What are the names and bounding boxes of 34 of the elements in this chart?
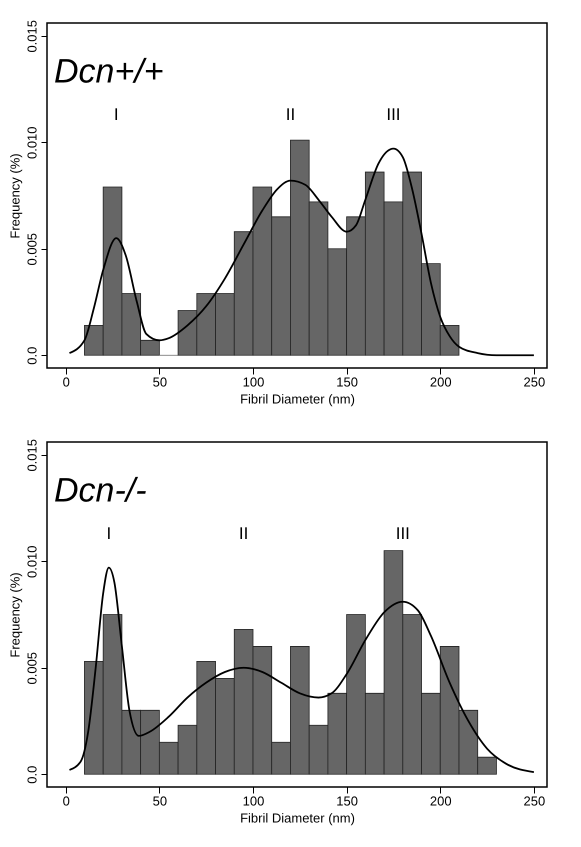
- y-tick-label: 0.015: [24, 20, 40, 53]
- x-tick-label: 150: [336, 374, 358, 390]
- x-tick-label: 100: [242, 794, 264, 808]
- y-axis-title: Frequency (%): [8, 572, 22, 658]
- y-tick-label: 0.0: [24, 346, 40, 365]
- y-tick-label: 0.015: [24, 439, 40, 472]
- x-tick-label: 50: [152, 794, 168, 808]
- x-tick-label: 150: [336, 794, 358, 808]
- x-tick-label: 200: [430, 794, 452, 808]
- x-axis-title: Fibril Diameter (nm): [240, 810, 355, 826]
- annotation: III: [386, 105, 401, 124]
- y-tick-label: 0.010: [24, 545, 40, 578]
- x-tick-label: 250: [524, 794, 546, 808]
- x-tick-label: 100: [242, 374, 264, 390]
- y-tick-label: 0.010: [24, 126, 40, 160]
- x-tick-label: 0: [62, 794, 70, 808]
- annotation: I: [114, 105, 119, 124]
- annotation: III: [396, 524, 410, 543]
- y-tick-label: 0.005: [24, 232, 40, 266]
- line-series: [68, 148, 535, 356]
- text: Dcn-/-: [54, 472, 147, 510]
- x-tick-label: 50: [152, 374, 168, 390]
- y-axis-title: Frequency (%): [8, 153, 22, 239]
- annotation: I: [106, 524, 112, 543]
- line-series: [68, 566, 535, 773]
- y-tick-label: 0.0: [24, 766, 40, 784]
- x-tick-label: 200: [430, 374, 452, 390]
- x-axis-title: Fibril Diameter (nm): [240, 392, 355, 406]
- x-tick-label: 0: [62, 374, 70, 390]
- annotation: II: [238, 524, 248, 543]
- annotation: II: [286, 105, 296, 124]
- y-tick-label: 0.005: [24, 652, 40, 685]
- text: Dcn+/+: [54, 52, 164, 91]
- x-tick-label: 250: [524, 374, 546, 390]
